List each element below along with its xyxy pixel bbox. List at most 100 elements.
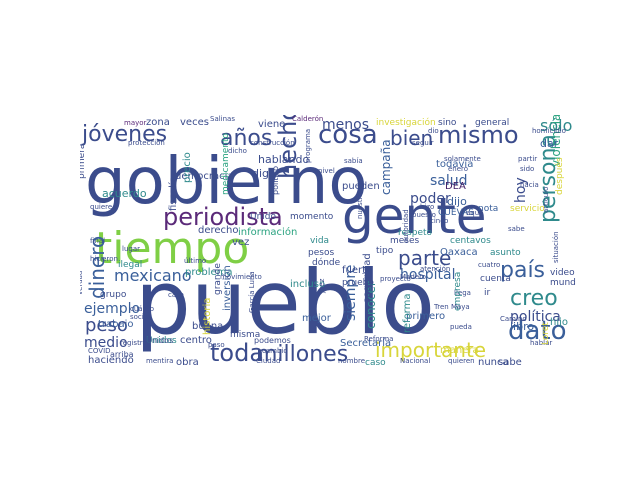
cloud-word: cinco: [430, 217, 448, 225]
cloud-word: casa: [168, 291, 184, 299]
cloud-word: ejemplo: [84, 301, 140, 317]
cloud-word: fiscalía: [167, 176, 179, 211]
cloud-word: después: [554, 157, 565, 195]
cloud-word: mentira: [146, 357, 173, 365]
cloud-word: ilegal: [118, 260, 142, 270]
cloud-word: paso: [208, 341, 225, 349]
cloud-word: social: [130, 313, 150, 321]
cloud-word: llega: [454, 289, 471, 297]
cloud-word: situación: [552, 231, 560, 263]
cloud-word: tipo: [376, 246, 394, 256]
cloud-word: zona: [146, 117, 170, 128]
cloud-word: digo: [252, 167, 276, 180]
cloud-word: derecho: [198, 225, 239, 236]
cloud-word: veces: [180, 117, 209, 128]
cloud-word: vez: [232, 237, 249, 248]
cloud-word: libro: [510, 320, 534, 333]
cloud-word: gobierno: [85, 145, 367, 219]
cloud-word: quieren: [448, 357, 475, 365]
cloud-word: grande: [213, 263, 223, 295]
cloud-word: mundo: [550, 278, 576, 288]
cloud-word: nunca: [478, 357, 509, 367]
cloud-word: periodista: [163, 203, 283, 231]
cloud-word: homicidio: [532, 127, 566, 135]
cloud-word: misma: [230, 330, 260, 340]
cloud-word: registro: [120, 339, 147, 347]
cloud-word: ir: [484, 288, 491, 298]
cloud-word: vida: [310, 236, 329, 246]
cloud-word: democracia: [175, 171, 234, 182]
cloud-word: hospital: [400, 267, 455, 283]
cloud-word: arriba: [110, 350, 134, 359]
cloud-word: dio: [428, 127, 439, 135]
cloud-word: puesto: [412, 211, 436, 219]
cloud-word: viene: [258, 119, 285, 130]
cloud-word: medicamento: [221, 132, 231, 195]
cloud-word: mexicano: [114, 266, 192, 285]
cloud-word: hablando: [258, 153, 309, 166]
cloud-word: salud: [430, 173, 468, 189]
cloud-word: hijo: [550, 317, 568, 328]
cloud-word: proyecto: [380, 275, 411, 283]
cloud-word: poder: [410, 191, 451, 207]
cloud-word: García Luna: [248, 271, 256, 313]
cloud-word: problema: [185, 267, 233, 278]
cloud-word: hicieron: [90, 255, 118, 263]
cloud-word: juez: [318, 278, 326, 294]
cloud-word: siempre: [343, 265, 359, 321]
cloud-word: tiempo: [95, 223, 249, 274]
cloud-word: Ciudad: [256, 357, 280, 365]
cloud-word: pueda: [450, 323, 472, 331]
cloud-word: todavía: [436, 158, 473, 170]
cloud-word: campaña: [379, 139, 393, 195]
cloud-word: hecho: [274, 115, 302, 179]
cloud-word: pruebo: [342, 278, 374, 288]
cloud-word: centro: [180, 335, 212, 346]
cloud-word: toda: [210, 339, 264, 367]
cloud-word: nuestro: [356, 192, 364, 219]
cloud-word: atención: [420, 265, 450, 273]
cloud-word: años: [220, 126, 272, 151]
cloud-word: incluso: [290, 279, 325, 290]
cloud-word: momento: [290, 212, 334, 222]
cloud-word: investigación: [376, 117, 436, 128]
cloud-word: país: [500, 258, 545, 283]
cloud-word: sabe: [498, 357, 522, 367]
cloud-word: nivel: [318, 167, 335, 175]
cloud-word: Reforma: [364, 335, 393, 343]
cloud-word: gente: [342, 187, 487, 245]
cloud-word: Salinas: [210, 115, 235, 123]
cloud-word: grupo: [100, 290, 127, 300]
cloud-word: caso: [365, 358, 386, 367]
cloud-word: empresa: [453, 272, 463, 311]
cloud-word: precio: [182, 152, 193, 183]
cloud-word: verdad: [80, 271, 84, 295]
cloud-word: importante: [375, 338, 486, 362]
cloud-word: buena: [192, 321, 223, 332]
cloud-word: solamente: [444, 155, 481, 163]
cloud-word: bien: [390, 126, 433, 150]
cloud-word: conocer: [364, 281, 378, 329]
cloud-word: Secretaría: [340, 337, 391, 349]
cloud-word: manera: [440, 345, 479, 356]
cloud-word: pesos: [308, 248, 334, 258]
cloud-word: persona: [536, 134, 561, 223]
cloud-word: centavos: [450, 236, 491, 246]
cloud-word: millones: [256, 342, 348, 367]
cloud-word: dato: [508, 316, 567, 346]
cloud-word: haciendo: [88, 355, 134, 366]
cloud-word: Oaxaca: [440, 247, 478, 258]
cloud-word: dónde: [312, 257, 341, 268]
cloud-word: dinero: [85, 236, 109, 299]
cloud-word: Loret: [541, 322, 551, 345]
cloud-word: cuánto: [130, 305, 154, 313]
cloud-word: asunto: [490, 248, 521, 258]
cloud-word: cuenta: [480, 274, 511, 284]
cloud-word: último: [184, 257, 206, 265]
cloud-word: hacia: [520, 181, 539, 189]
cloud-word: respeto: [398, 228, 433, 238]
cloud-word: video: [550, 268, 575, 278]
cloud-word: obra: [176, 357, 199, 367]
